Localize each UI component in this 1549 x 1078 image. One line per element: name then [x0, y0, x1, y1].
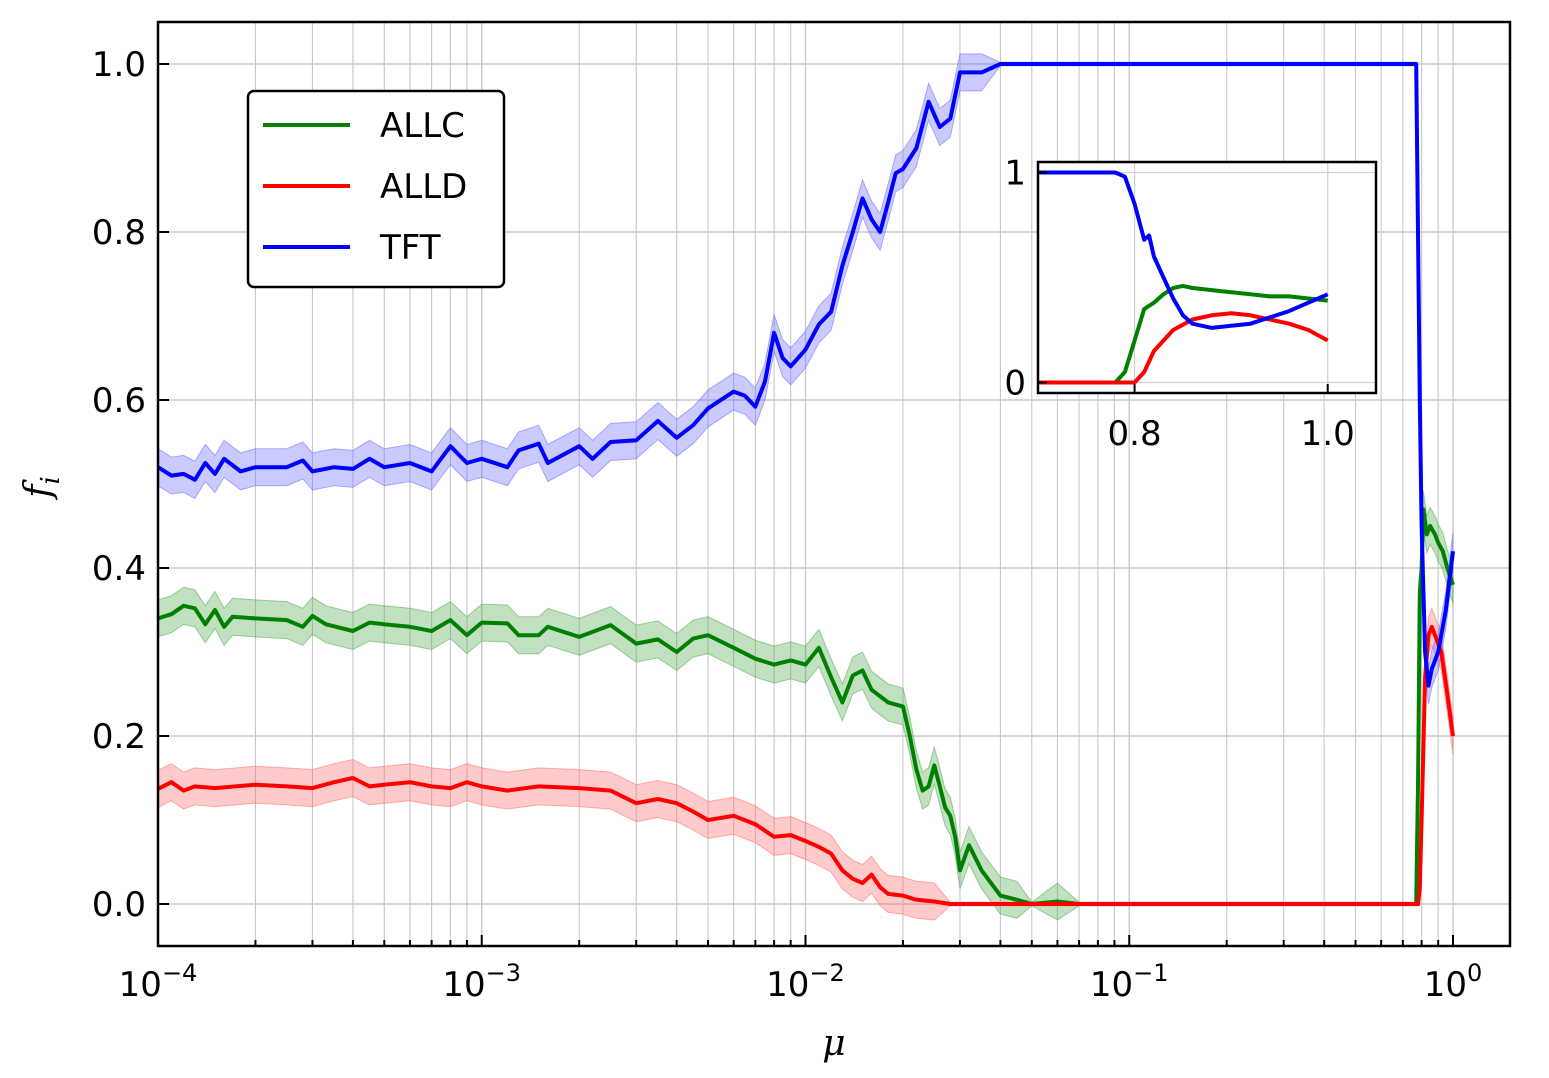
series-line-alld	[158, 624, 1455, 906]
band-alld	[158, 606, 1454, 921]
band-allc	[158, 490, 1454, 921]
legend-label-allc: ALLC	[380, 106, 465, 146]
y-tick-label: 1.0	[92, 45, 146, 85]
inset-y-tick-label: 1	[1004, 154, 1026, 194]
x-tick-label-exponent: −3	[486, 959, 521, 987]
band-tft	[158, 53, 1454, 705]
inset-plot: 0.8 1.0 0 1	[1004, 154, 1378, 455]
inset-series-lines	[1038, 170, 1329, 385]
x-tick-label: 10−3	[442, 959, 521, 1005]
main-plot-frame	[156, 20, 1512, 948]
inset-x-tick-label: 0.8	[1108, 414, 1162, 454]
inset-ticks	[1038, 171, 1329, 393]
legend-box	[246, 89, 506, 289]
x-axis-label: μ	[822, 1023, 845, 1064]
main-confidence-bands	[158, 53, 1454, 921]
inset-series-line-alld	[1038, 311, 1329, 385]
inset-y-tick-label: 0	[1004, 364, 1026, 404]
inset-background	[1038, 162, 1376, 393]
x-tick-label-base: 10	[119, 965, 162, 1005]
x-tick-label: 10−4	[119, 959, 198, 1005]
inset-tick-labels: 0.8 1.0 0 1	[1004, 154, 1354, 455]
x-tick-label-base: 10	[1090, 965, 1133, 1005]
legend-label-alld: ALLD	[380, 167, 467, 207]
legend-label-tft: TFT	[379, 228, 441, 268]
inset-series-line-allc	[1038, 283, 1328, 385]
y-tick-label: 0.6	[92, 381, 146, 421]
x-tick-label: 100	[1424, 959, 1483, 1005]
x-tick-label-exponent: −4	[162, 959, 197, 987]
main-tick-labels: 0.00.20.40.60.81.010−4 10−3 10−2 10−1 100	[92, 45, 1482, 1005]
x-tick-label: 10−1	[1090, 959, 1169, 1005]
x-tick-label: 10−2	[766, 959, 845, 1005]
inset-series-line-tft	[1038, 170, 1329, 330]
y-tick-label: 0.2	[92, 717, 146, 757]
x-tick-label-base: 10	[766, 965, 809, 1005]
inset-x-tick-label: 1.0	[1301, 414, 1355, 454]
y-axis-label-subscript: i	[36, 476, 66, 484]
x-tick-label-base: 10	[442, 965, 485, 1005]
x-tick-label-base: 10	[1424, 965, 1467, 1005]
inset-frame	[1036, 160, 1378, 395]
main-series-lines	[158, 62, 1455, 906]
x-tick-label-exponent: 0	[1467, 959, 1482, 987]
series-line-tft	[158, 62, 1455, 688]
x-tick-label-exponent: −1	[1133, 959, 1168, 987]
main-ticks	[157, 63, 1454, 946]
y-tick-label: 0.0	[92, 885, 146, 925]
legend: ALLC ALLD TFT	[246, 89, 506, 289]
x-tick-label-exponent: −2	[809, 959, 844, 987]
y-tick-label: 0.4	[92, 549, 146, 589]
y-tick-label: 0.8	[92, 213, 146, 253]
